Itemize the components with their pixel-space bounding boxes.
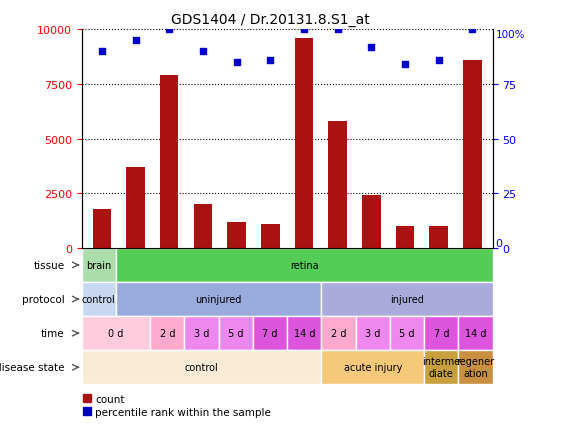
Text: tissue: tissue — [33, 260, 65, 270]
Text: 5 d: 5 d — [228, 329, 244, 339]
Text: 7 d: 7 d — [262, 329, 278, 339]
Bar — [194, 205, 212, 248]
Bar — [261, 224, 280, 248]
Bar — [116, 248, 493, 283]
Bar — [116, 283, 321, 316]
Bar — [463, 61, 482, 248]
Text: control: control — [82, 294, 115, 304]
Bar — [82, 283, 116, 316]
Point — [198, 49, 207, 56]
Text: brain: brain — [86, 260, 111, 270]
Text: 3 d: 3 d — [365, 329, 381, 339]
Text: 0: 0 — [495, 238, 502, 248]
Text: protocol: protocol — [22, 294, 65, 304]
Bar — [362, 196, 381, 248]
Text: retina: retina — [290, 260, 319, 270]
Bar — [321, 350, 424, 385]
Point — [232, 59, 241, 66]
Text: 0 d: 0 d — [108, 329, 123, 339]
Bar — [82, 248, 116, 283]
Text: 2 d: 2 d — [159, 329, 175, 339]
Bar — [424, 316, 458, 350]
Bar — [294, 39, 313, 248]
Text: 3 d: 3 d — [194, 329, 209, 339]
Bar — [356, 316, 390, 350]
Text: regener
ation: regener ation — [457, 357, 494, 378]
Bar — [185, 316, 218, 350]
Bar — [126, 168, 145, 248]
Bar — [82, 316, 150, 350]
Bar — [253, 316, 287, 350]
Point — [131, 38, 140, 45]
Bar — [424, 350, 458, 385]
Text: acute injury: acute injury — [343, 362, 402, 372]
Text: 14 d: 14 d — [293, 329, 315, 339]
Point — [300, 27, 309, 34]
Point — [165, 27, 174, 34]
Bar — [287, 316, 321, 350]
Text: disease state: disease state — [0, 362, 65, 372]
Text: interme
diate: interme diate — [422, 357, 461, 378]
Bar — [92, 209, 111, 248]
Text: 2 d: 2 d — [330, 329, 346, 339]
Point — [468, 27, 477, 34]
Text: 7 d: 7 d — [434, 329, 449, 339]
Text: 5 d: 5 d — [399, 329, 415, 339]
Legend: count, percentile rank within the sample: count, percentile rank within the sample — [79, 390, 275, 421]
Bar — [321, 316, 356, 350]
Point — [333, 27, 342, 34]
Bar — [160, 76, 178, 248]
Text: control: control — [185, 362, 218, 372]
Bar — [390, 316, 424, 350]
Text: uninjured: uninjured — [195, 294, 242, 304]
Text: GDS1404 / Dr.20131.8.S1_at: GDS1404 / Dr.20131.8.S1_at — [171, 13, 370, 27]
Bar — [150, 316, 185, 350]
Bar — [396, 227, 414, 248]
Point — [434, 57, 443, 64]
Bar — [328, 122, 347, 248]
Text: 100%: 100% — [495, 30, 525, 40]
Bar — [430, 227, 448, 248]
Point — [367, 44, 376, 51]
Point — [266, 57, 275, 64]
Text: time: time — [41, 329, 65, 339]
Bar — [227, 222, 246, 248]
Point — [97, 49, 106, 56]
Bar — [321, 283, 493, 316]
Bar — [82, 350, 321, 385]
Point — [400, 62, 409, 69]
Text: 14 d: 14 d — [464, 329, 486, 339]
Bar — [458, 316, 493, 350]
Bar — [458, 350, 493, 385]
Bar — [218, 316, 253, 350]
Text: injured: injured — [390, 294, 424, 304]
